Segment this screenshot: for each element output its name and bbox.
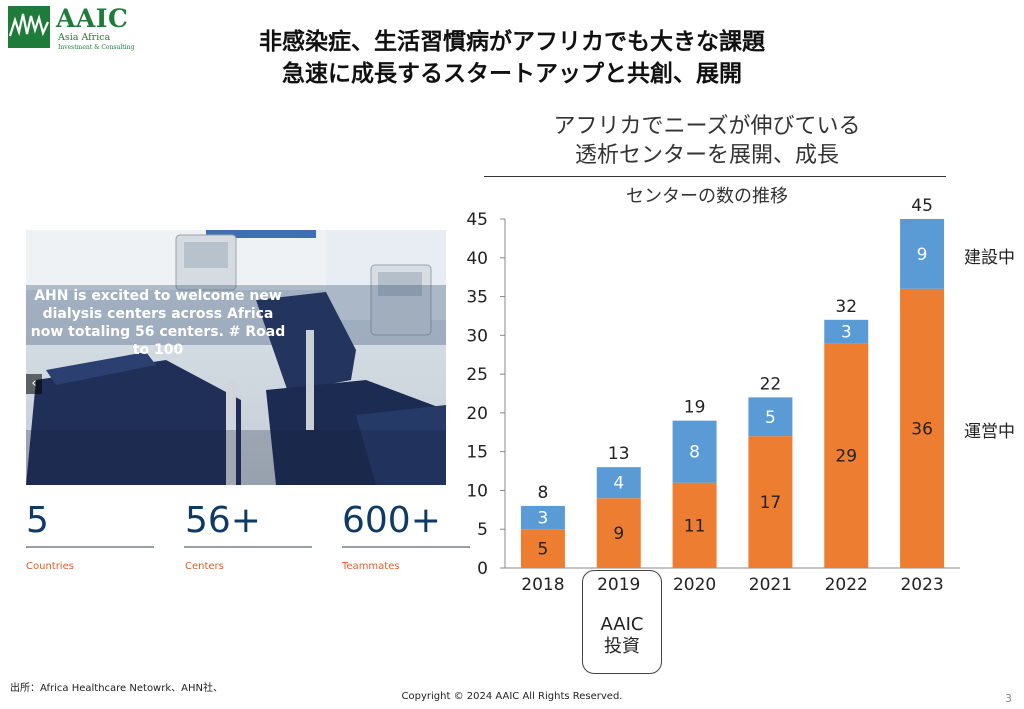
- x-tick-label-2019: 2019: [597, 575, 640, 595]
- total-label-2022: 32: [835, 297, 857, 317]
- investment-highlight-box: [582, 570, 662, 674]
- bar-operating-2019: [596, 498, 641, 568]
- label-operating-2022: 29: [835, 447, 857, 467]
- total-label-2020: 19: [684, 398, 706, 418]
- total-label-2019: 13: [608, 444, 630, 464]
- x-tick-label-2020: 2020: [673, 575, 716, 595]
- bar-construction-2021: [748, 397, 793, 437]
- total-label-2021: 22: [760, 374, 782, 394]
- y-tick-label: 30: [466, 326, 488, 346]
- bar-operating-2022: [824, 343, 869, 568]
- stat-countries-value: 5: [26, 500, 49, 541]
- label-operating-2021: 17: [760, 493, 782, 513]
- dialysis-center-photo: [26, 230, 446, 485]
- stat-centers-label: Centers: [185, 561, 224, 571]
- chart-heading-line1: アフリカでニーズが伸びている: [553, 114, 861, 139]
- bar-operating-2020: [672, 482, 717, 568]
- y-tick-label: 35: [466, 288, 488, 308]
- bar-construction-2020: [672, 420, 717, 483]
- y-tick-label: 25: [466, 365, 488, 385]
- y-tick-label: 45: [466, 210, 488, 230]
- x-tick-label-2018: 2018: [521, 575, 564, 595]
- stat-centers-divider: [184, 546, 312, 548]
- label-operating-2018: 5: [538, 540, 549, 560]
- y-tick-label: 5: [477, 520, 488, 540]
- aaic-logo: AAIC Asia Africa Investment & Consulting: [8, 4, 135, 51]
- label-construction-2022: 3: [841, 322, 852, 342]
- photo-caption: AHN is excited to welcome new dialysis c…: [30, 288, 286, 358]
- stat-countries-label: Countries: [26, 561, 74, 571]
- y-tick-label: 40: [466, 249, 488, 269]
- stat-teammates-divider: [342, 546, 470, 548]
- y-tick-label: 0: [477, 559, 488, 579]
- y-tick-label: 10: [466, 481, 488, 501]
- bar-construction-2022: [824, 319, 869, 344]
- dialysis-room-illustration: [26, 230, 446, 485]
- x-tick-label-2023: 2023: [900, 575, 943, 595]
- source-note: 出所：Africa Healthcare Netowrk、AHN社、: [10, 683, 223, 694]
- total-label-2018: 8: [538, 483, 549, 503]
- label-construction-2018: 3: [538, 509, 549, 529]
- page-number: 3: [1005, 692, 1012, 705]
- label-construction-2020: 8: [689, 443, 700, 463]
- x-tick-label-2021: 2021: [749, 575, 792, 595]
- stat-teammates-label: Teammates: [342, 561, 400, 571]
- stat-teammates-value: 600+: [342, 500, 441, 541]
- chart-heading-line2: 透析センターを展開、成長: [574, 143, 839, 168]
- stat-centers-value: 56+: [185, 500, 261, 541]
- label-operating-2019: 9: [613, 524, 624, 544]
- chevron-left-icon[interactable]: ‹: [26, 374, 42, 394]
- bar-operating-2021: [748, 436, 793, 568]
- copyright: Copyright © 2024 AAIC All Rights Reserve…: [401, 691, 623, 702]
- x-tick-label-2022: 2022: [825, 575, 868, 595]
- label-construction-2019: 4: [613, 474, 624, 494]
- label-operating-2023: 36: [911, 419, 933, 439]
- label-construction-2023: 9: [917, 245, 928, 265]
- stat-countries-divider: [26, 546, 154, 548]
- bar-operating-2023: [900, 288, 945, 568]
- logo-mark-icon: [8, 6, 50, 48]
- bar-construction-2019: [596, 467, 641, 499]
- page-title-line2: 急速に成長するスタートアップと共創、展開: [282, 61, 742, 87]
- logo-wordmark: AAIC: [56, 4, 129, 33]
- label-construction-2021: 5: [765, 408, 776, 428]
- investment-note: AAIC 投資: [600, 614, 644, 657]
- heading-divider: [484, 176, 946, 177]
- logo-subtitle: Asia Africa: [58, 32, 111, 43]
- stacked-bar-chart: 0510152025303540455382018941320191181920…: [466, 196, 960, 595]
- bar-operating-2018: [520, 529, 565, 568]
- bar-construction-2018: [520, 505, 565, 530]
- page-title-line1: 非感染症、生活習慣病がアフリカでも大きな課題: [259, 29, 765, 55]
- total-label-2023: 45: [911, 196, 933, 216]
- y-tick-label: 20: [466, 404, 488, 424]
- legend-construction: 建設中: [964, 248, 1015, 268]
- bar-construction-2023: [900, 219, 945, 289]
- logo-subtitle-small: Investment & Consulting: [58, 44, 135, 51]
- y-tick-label: 15: [466, 443, 488, 463]
- label-operating-2020: 11: [684, 516, 706, 536]
- legend-operating: 運営中: [964, 422, 1015, 442]
- chart-title: センターの数の推移: [626, 186, 788, 207]
